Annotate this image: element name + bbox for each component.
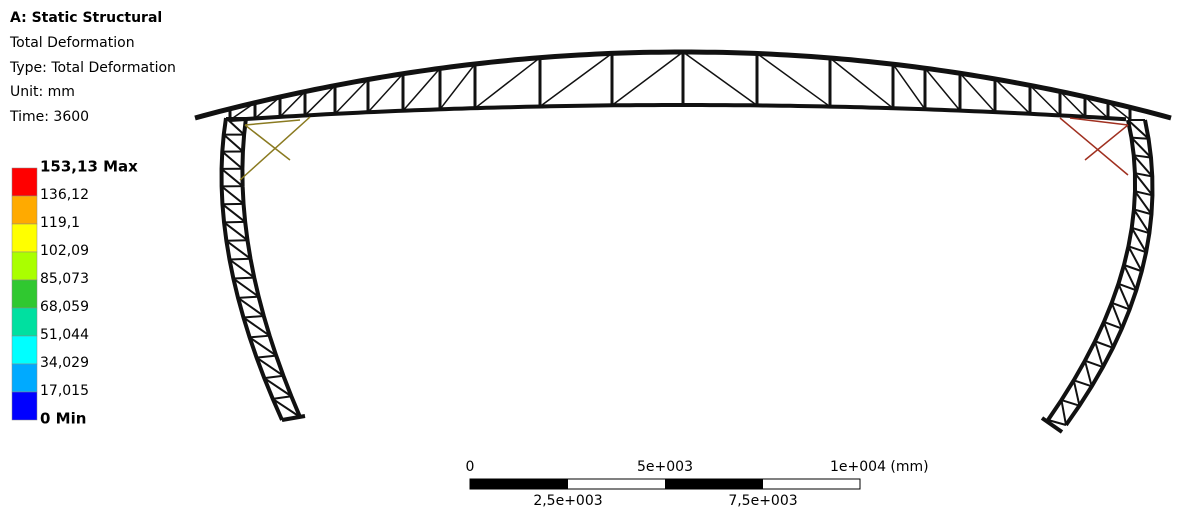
member	[233, 278, 254, 279]
member	[243, 316, 263, 317]
legend-label: 34,029	[40, 355, 89, 371]
legend-label: 51,044	[40, 327, 89, 343]
legend-swatch	[12, 308, 37, 336]
scale-segment	[665, 479, 763, 489]
legend-swatch	[12, 392, 37, 420]
member	[222, 152, 242, 169]
member	[238, 297, 259, 298]
scale-label: 1e+004 (mm)	[830, 459, 929, 475]
member	[226, 240, 247, 241]
truss-model	[195, 52, 1171, 432]
member	[540, 53, 612, 106]
legend-swatch	[12, 336, 37, 364]
scale-label: 7,5e+003	[728, 493, 797, 509]
member	[1061, 400, 1066, 425]
legend-label: 153,13 Max	[40, 158, 138, 176]
info-line: Time: 3600	[9, 109, 89, 125]
member	[264, 376, 283, 378]
member	[683, 52, 757, 105]
legend: 153,13 Max 136,12 119,1 102,09 85,073 68,059 5…	[12, 158, 138, 428]
legend-label: 102,09	[40, 243, 89, 259]
member	[273, 396, 292, 399]
member	[224, 135, 243, 152]
legend-swatch	[12, 168, 37, 196]
legend-swatch	[12, 280, 37, 308]
member	[257, 356, 277, 358]
member	[612, 52, 683, 105]
member	[893, 64, 925, 109]
column-chord	[1048, 120, 1135, 420]
member	[230, 259, 251, 260]
column-chord	[1066, 120, 1152, 425]
legend-label: 68,059	[40, 299, 89, 315]
member	[1074, 380, 1092, 386]
member	[222, 186, 244, 204]
scale-segment	[470, 479, 568, 489]
scale-label: 0	[466, 459, 475, 475]
member	[282, 416, 305, 420]
member	[1085, 361, 1092, 387]
legend-swatch	[12, 224, 37, 252]
member	[1061, 400, 1079, 406]
legend-label: 0 Min	[40, 410, 86, 428]
scale-label: 5e+003	[637, 459, 693, 475]
legend-swatch	[12, 364, 37, 392]
scale-bar: 0 5e+003 1e+004 (mm) 2,5e+003 7,5e+003	[466, 459, 929, 509]
result-title: A: Static Structural	[10, 10, 162, 26]
legend-label: 136,12	[40, 187, 89, 203]
member	[245, 120, 300, 125]
member	[222, 204, 245, 222]
legend-label: 119,1	[40, 215, 80, 231]
info-line: Type: Total Deformation	[9, 60, 176, 76]
member	[757, 54, 830, 107]
legend-swatch	[12, 196, 37, 224]
viewport: A: Static Structural Total Deformation T…	[0, 0, 1178, 514]
legend-label: 85,073	[40, 271, 89, 287]
info-line: Unit: mm	[10, 84, 75, 100]
member	[222, 169, 243, 186]
member	[1060, 118, 1128, 175]
member	[250, 336, 270, 338]
member	[1085, 125, 1128, 160]
legend-label: 17,015	[40, 383, 89, 399]
member	[440, 64, 475, 109]
member	[1095, 341, 1103, 367]
legend-swatch	[12, 252, 37, 280]
info-line: Total Deformation	[9, 35, 135, 51]
scale-label: 2,5e+003	[533, 493, 602, 509]
column-chord	[242, 118, 300, 417]
member	[1074, 380, 1080, 405]
